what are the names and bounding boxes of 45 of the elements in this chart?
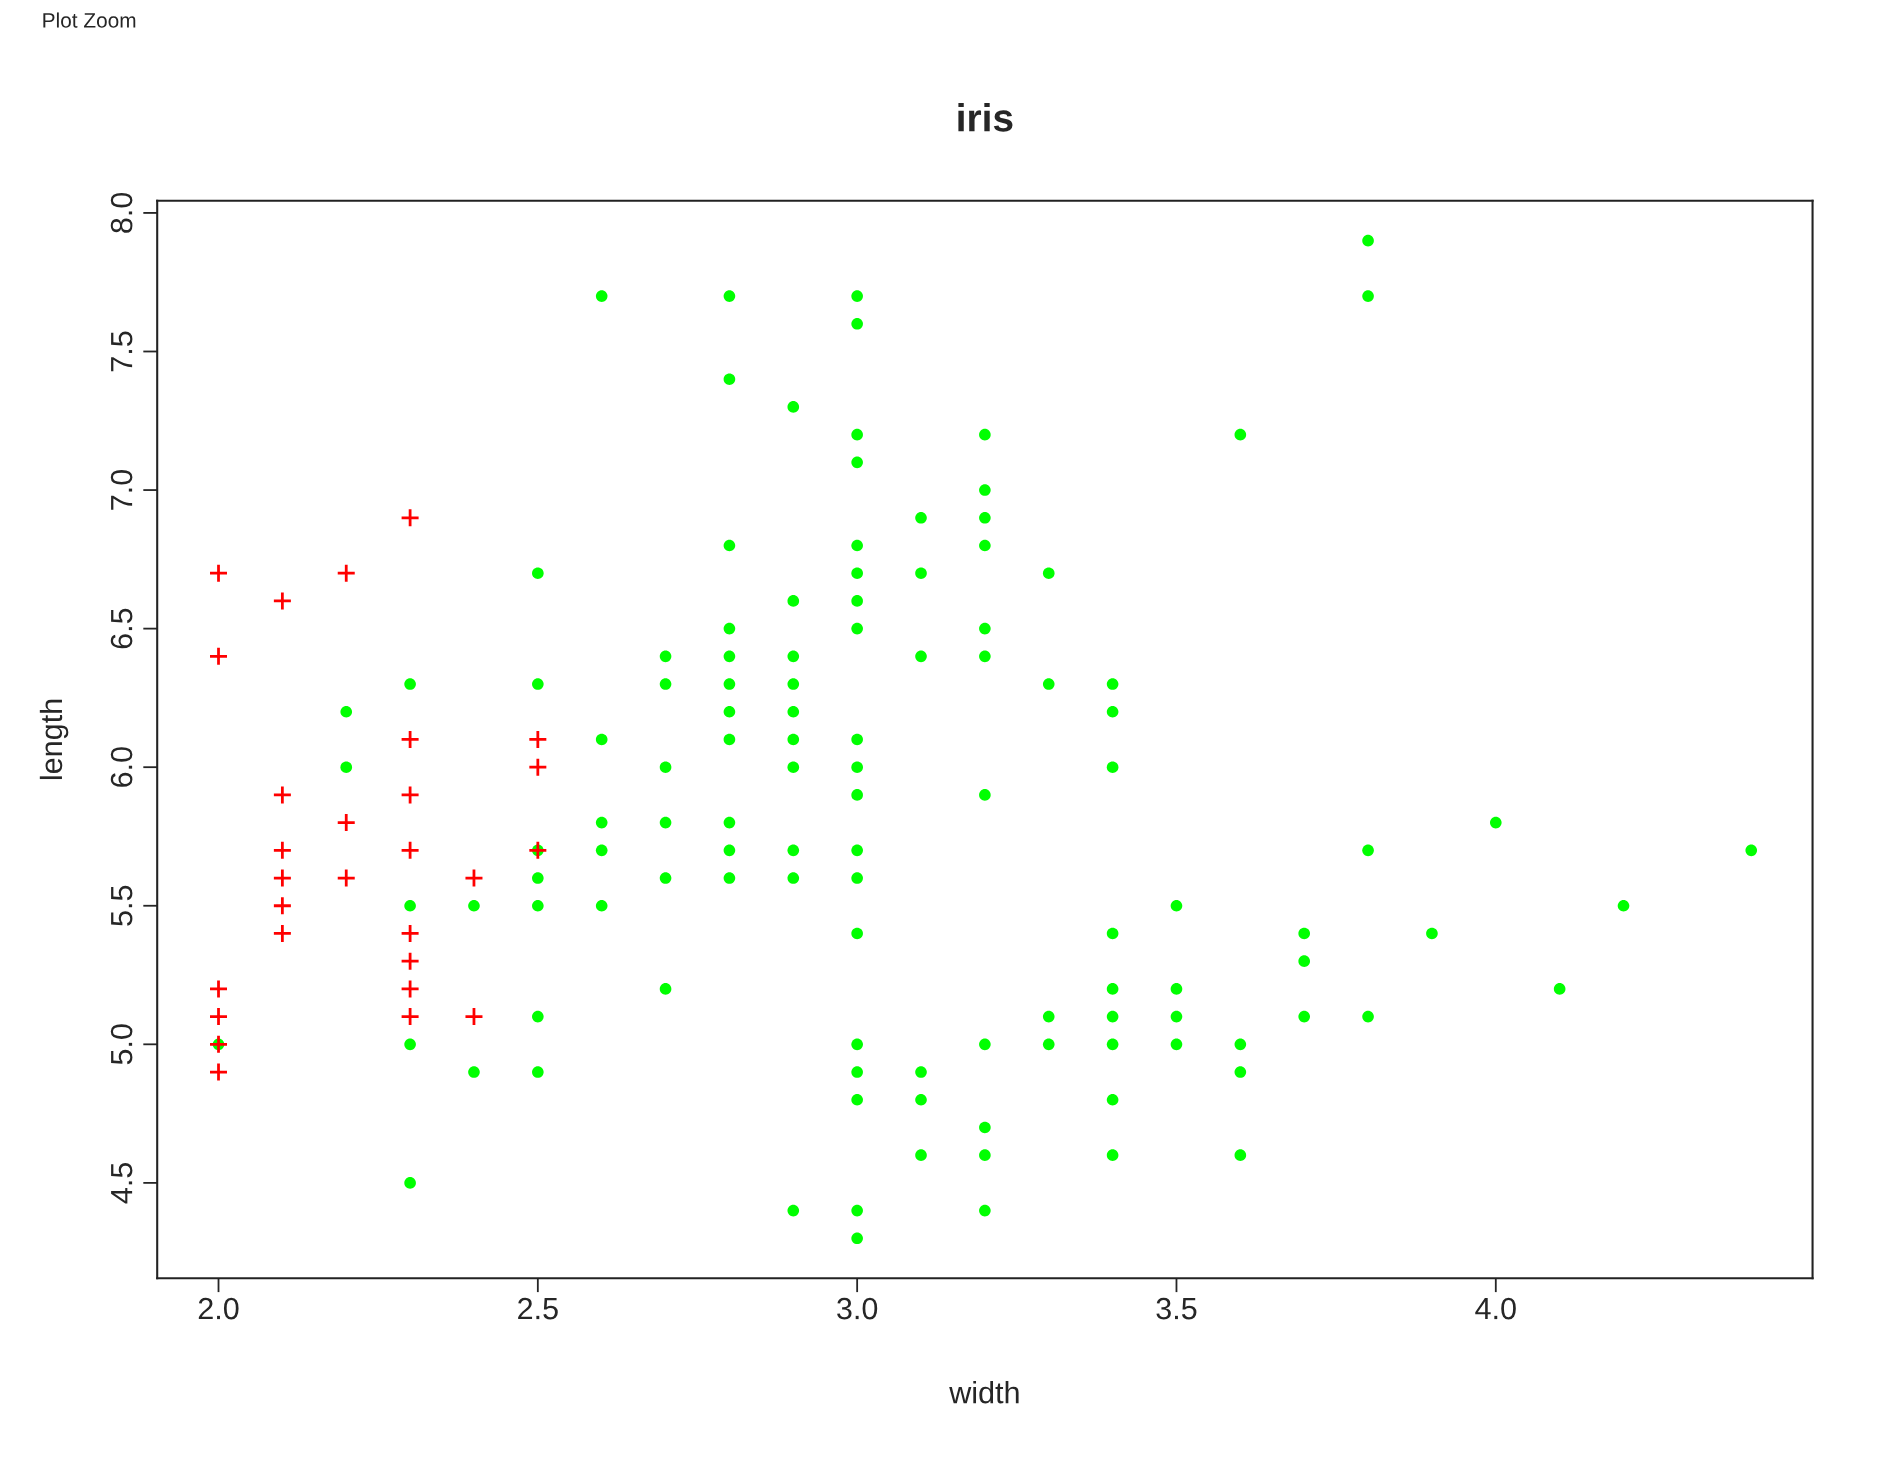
point	[400, 1006, 420, 1027]
text: Plot Zoom	[43, 12, 136, 28]
point	[208, 1006, 229, 1027]
point	[464, 868, 484, 888]
x-tick-label: 3.5	[1156, 1297, 1197, 1320]
point	[208, 563, 229, 584]
y-tick-label: 8.0	[110, 192, 133, 233]
y-axis-title: length	[39, 699, 69, 780]
point	[272, 868, 293, 888]
y-tick-label: 7.5	[111, 331, 133, 372]
point	[272, 591, 293, 611]
point	[336, 563, 357, 584]
x-tick-label: 3.0	[837, 1297, 878, 1320]
point	[336, 812, 357, 833]
y-tick-label: 6.5	[110, 608, 133, 649]
point	[400, 729, 420, 750]
point	[527, 757, 548, 778]
point	[272, 923, 293, 944]
y-tick-label: 5.0	[110, 1024, 133, 1065]
y-tick-label: 7.0	[110, 470, 133, 510]
point	[208, 1034, 229, 1055]
x-tick-label: 4.0	[1475, 1297, 1516, 1320]
point	[272, 785, 293, 805]
y-tick-label: 5.5	[111, 885, 133, 926]
point	[400, 840, 420, 861]
point	[208, 979, 229, 999]
point	[464, 1006, 484, 1027]
point	[400, 951, 420, 972]
point	[272, 840, 293, 861]
point	[527, 840, 548, 861]
point	[336, 868, 357, 888]
point	[208, 646, 229, 667]
point	[208, 1062, 229, 1082]
point	[400, 979, 420, 999]
point	[272, 895, 293, 916]
y-tick-label: 6.0	[110, 747, 133, 787]
y-tick-label: 4.5	[111, 1162, 133, 1204]
x-tick-label: 2.5	[518, 1297, 558, 1320]
chart-title: iris	[958, 103, 1013, 132]
point	[527, 729, 548, 750]
point	[400, 923, 420, 944]
point	[400, 785, 420, 805]
x-tick-label: 2.0	[198, 1297, 239, 1320]
point	[400, 507, 420, 528]
x-axis-title: width	[949, 1381, 1019, 1404]
